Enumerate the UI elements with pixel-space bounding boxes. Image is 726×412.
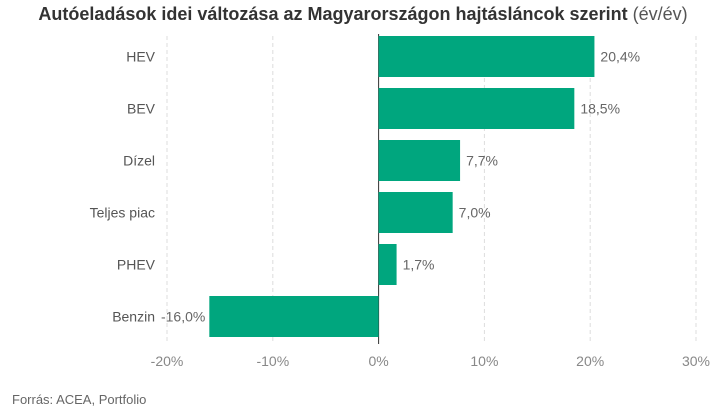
bar bbox=[209, 296, 379, 337]
data-label: 7,7% bbox=[466, 153, 498, 169]
bars bbox=[209, 36, 595, 337]
chart-title-main: Autóeladások idei változása az Magyarors… bbox=[38, 4, 628, 24]
bar bbox=[378, 192, 453, 233]
data-label: 1,7% bbox=[403, 257, 435, 273]
category-label: Dízel bbox=[123, 153, 155, 169]
data-label: 7,0% bbox=[459, 205, 491, 221]
bar bbox=[378, 140, 461, 181]
x-tick-label: 20% bbox=[576, 353, 604, 369]
category-label: PHEV bbox=[117, 257, 156, 273]
x-tick-label: -10% bbox=[256, 353, 289, 369]
labels: -20% -10% 0% 10% 20% 30% HEV 20,4% BEV 18,5% Dízel… bbox=[90, 49, 710, 370]
bar bbox=[378, 88, 575, 129]
bar bbox=[378, 36, 595, 77]
x-tick-label: 30% bbox=[682, 353, 710, 369]
gridlines bbox=[166, 34, 697, 344]
chart-title-suffix: (év/év) bbox=[632, 4, 688, 24]
category-label: Benzin bbox=[112, 309, 155, 325]
x-tick-label: 0% bbox=[368, 353, 388, 369]
data-label: 20,4% bbox=[600, 49, 640, 65]
category-label: HEV bbox=[126, 49, 155, 65]
x-tick-label: 10% bbox=[470, 353, 498, 369]
chart-title: Autóeladások idei változása az Magyarors… bbox=[0, 4, 726, 25]
category-label: Teljes piac bbox=[90, 205, 155, 221]
data-label: 18,5% bbox=[580, 101, 620, 117]
data-label: -16,0% bbox=[161, 309, 205, 325]
source-note: Forrás: ACEA, Portfolio bbox=[12, 392, 147, 407]
category-label: BEV bbox=[127, 101, 156, 117]
x-tick-label: -20% bbox=[151, 353, 184, 369]
bar bbox=[378, 244, 397, 285]
